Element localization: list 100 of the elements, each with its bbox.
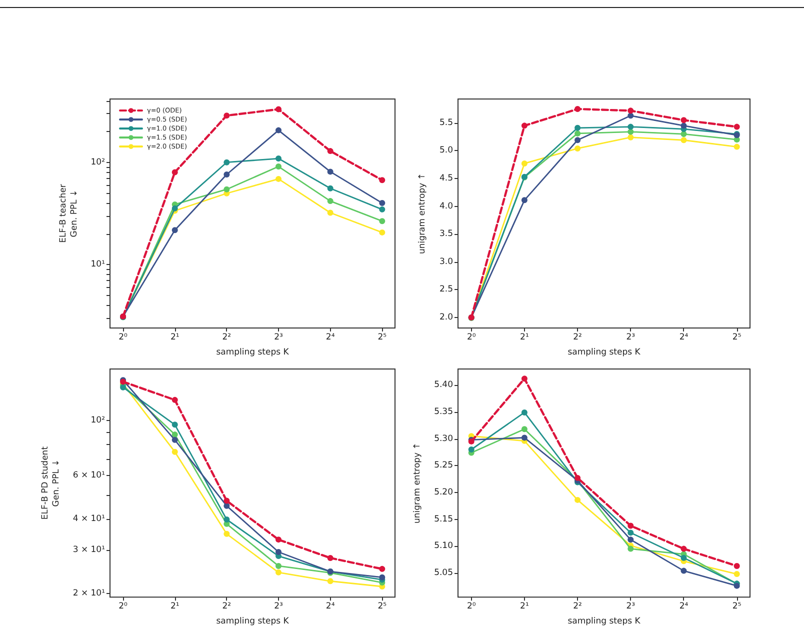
- point: [327, 168, 334, 175]
- y-tick-label: 2.5: [439, 284, 453, 295]
- point: [574, 106, 581, 112]
- point: [379, 206, 386, 212]
- x-tick-label: 2²: [222, 332, 232, 342]
- x-tick-label: 2³: [626, 602, 636, 612]
- point: [276, 569, 282, 576]
- x-tick-label: 2⁴: [679, 602, 689, 612]
- point: [276, 127, 282, 134]
- x-tick-label: 2³: [274, 602, 283, 612]
- point: [574, 145, 581, 152]
- y-tick-label: 5.0: [439, 146, 453, 156]
- x-tick-label: 2²: [573, 602, 582, 612]
- point: [327, 210, 334, 216]
- y-tick-label: 4.5: [439, 173, 453, 184]
- point: [521, 434, 528, 441]
- x-tick-label: 2¹: [170, 332, 180, 342]
- y-tick-label: 5.5: [439, 118, 453, 128]
- x-tick-label: 2³: [626, 332, 636, 342]
- x-tick-label: 2³: [274, 332, 283, 342]
- point: [172, 205, 178, 212]
- point: [224, 159, 230, 166]
- point: [224, 516, 230, 522]
- point: [276, 156, 282, 162]
- point: [628, 128, 634, 135]
- point: [628, 134, 634, 140]
- x-tick-label: 2¹: [520, 332, 529, 342]
- point: [327, 578, 334, 584]
- x-tick-label: 2⁴: [326, 332, 336, 342]
- point: [172, 169, 178, 176]
- x-tick-label: 2⁵: [378, 602, 387, 612]
- x-tick-label: 2⁴: [326, 602, 336, 612]
- point: [628, 522, 634, 529]
- point: [521, 409, 528, 416]
- point: [628, 536, 634, 543]
- point: [521, 426, 528, 432]
- point: [379, 229, 386, 236]
- x-tick-label: 2⁵: [732, 332, 742, 342]
- point: [327, 185, 334, 192]
- x-tick-label: 2⁰: [118, 602, 128, 612]
- point: [224, 502, 230, 509]
- y-axis-title: ELF-B teacher Gen. PPL ↓: [58, 184, 80, 243]
- point: [521, 160, 528, 166]
- point: [628, 124, 634, 130]
- point: [628, 530, 634, 536]
- y-tick-label: 10²: [90, 157, 105, 168]
- y-tick-label: 2 × 10¹: [72, 588, 105, 598]
- point: [521, 376, 528, 382]
- x-axis-title: sampling steps K: [568, 616, 641, 626]
- point: [327, 148, 334, 154]
- x-axis-title: sampling steps K: [216, 347, 290, 358]
- point: [628, 108, 634, 114]
- y-tick-label: 4 × 10¹: [72, 514, 105, 524]
- point: [521, 122, 528, 129]
- point: [327, 554, 334, 561]
- point: [224, 530, 230, 537]
- y-tick-label: 5.15: [434, 514, 453, 524]
- y-tick-label: 4.0: [439, 201, 453, 212]
- x-tick-label: 2¹: [170, 602, 180, 612]
- point: [379, 218, 386, 224]
- point: [680, 137, 687, 144]
- y-tick-label: 2.0: [439, 312, 453, 322]
- x-tick-label: 2¹: [520, 602, 529, 612]
- y-axis-title: unigram entropy ↑: [412, 442, 423, 524]
- point: [680, 568, 687, 574]
- point: [468, 446, 474, 453]
- y-tick-label: 6 × 10¹: [72, 470, 105, 480]
- point: [276, 164, 282, 170]
- point: [628, 546, 634, 552]
- point: [574, 496, 581, 503]
- y-axis-title: ELF-B PD student Gen. PPL ↓: [40, 446, 62, 520]
- point: [379, 177, 386, 184]
- x-axis-title: sampling steps K: [216, 616, 290, 626]
- point: [574, 137, 581, 144]
- x-tick-label: 2⁰: [466, 602, 476, 612]
- point: [574, 130, 581, 136]
- y-tick-label: 10¹: [90, 260, 105, 270]
- point: [172, 436, 178, 443]
- point: [628, 112, 634, 119]
- x-tick-label: 2⁴: [679, 332, 689, 342]
- point: [379, 200, 386, 206]
- y-tick-label: 5.25: [434, 460, 453, 471]
- point: [172, 448, 178, 455]
- x-tick-label: 2⁰: [466, 332, 476, 342]
- point: [172, 396, 178, 403]
- x-tick-label: 2²: [573, 332, 582, 342]
- point: [680, 546, 687, 552]
- point: [574, 124, 581, 131]
- y-tick-label: 5.10: [434, 541, 453, 552]
- point: [224, 172, 230, 178]
- point: [224, 498, 230, 504]
- point: [680, 554, 687, 561]
- y-tick-label: 10²: [90, 416, 105, 426]
- y-tick-label: 3 × 10¹: [72, 544, 105, 555]
- x-tick-label: 2⁰: [118, 332, 128, 342]
- point: [172, 227, 178, 234]
- y-axis-title: unigram entropy ↑: [418, 173, 428, 254]
- x-axis-title: sampling steps K: [568, 347, 641, 358]
- x-tick-label: 2²: [222, 602, 232, 612]
- point: [276, 536, 282, 543]
